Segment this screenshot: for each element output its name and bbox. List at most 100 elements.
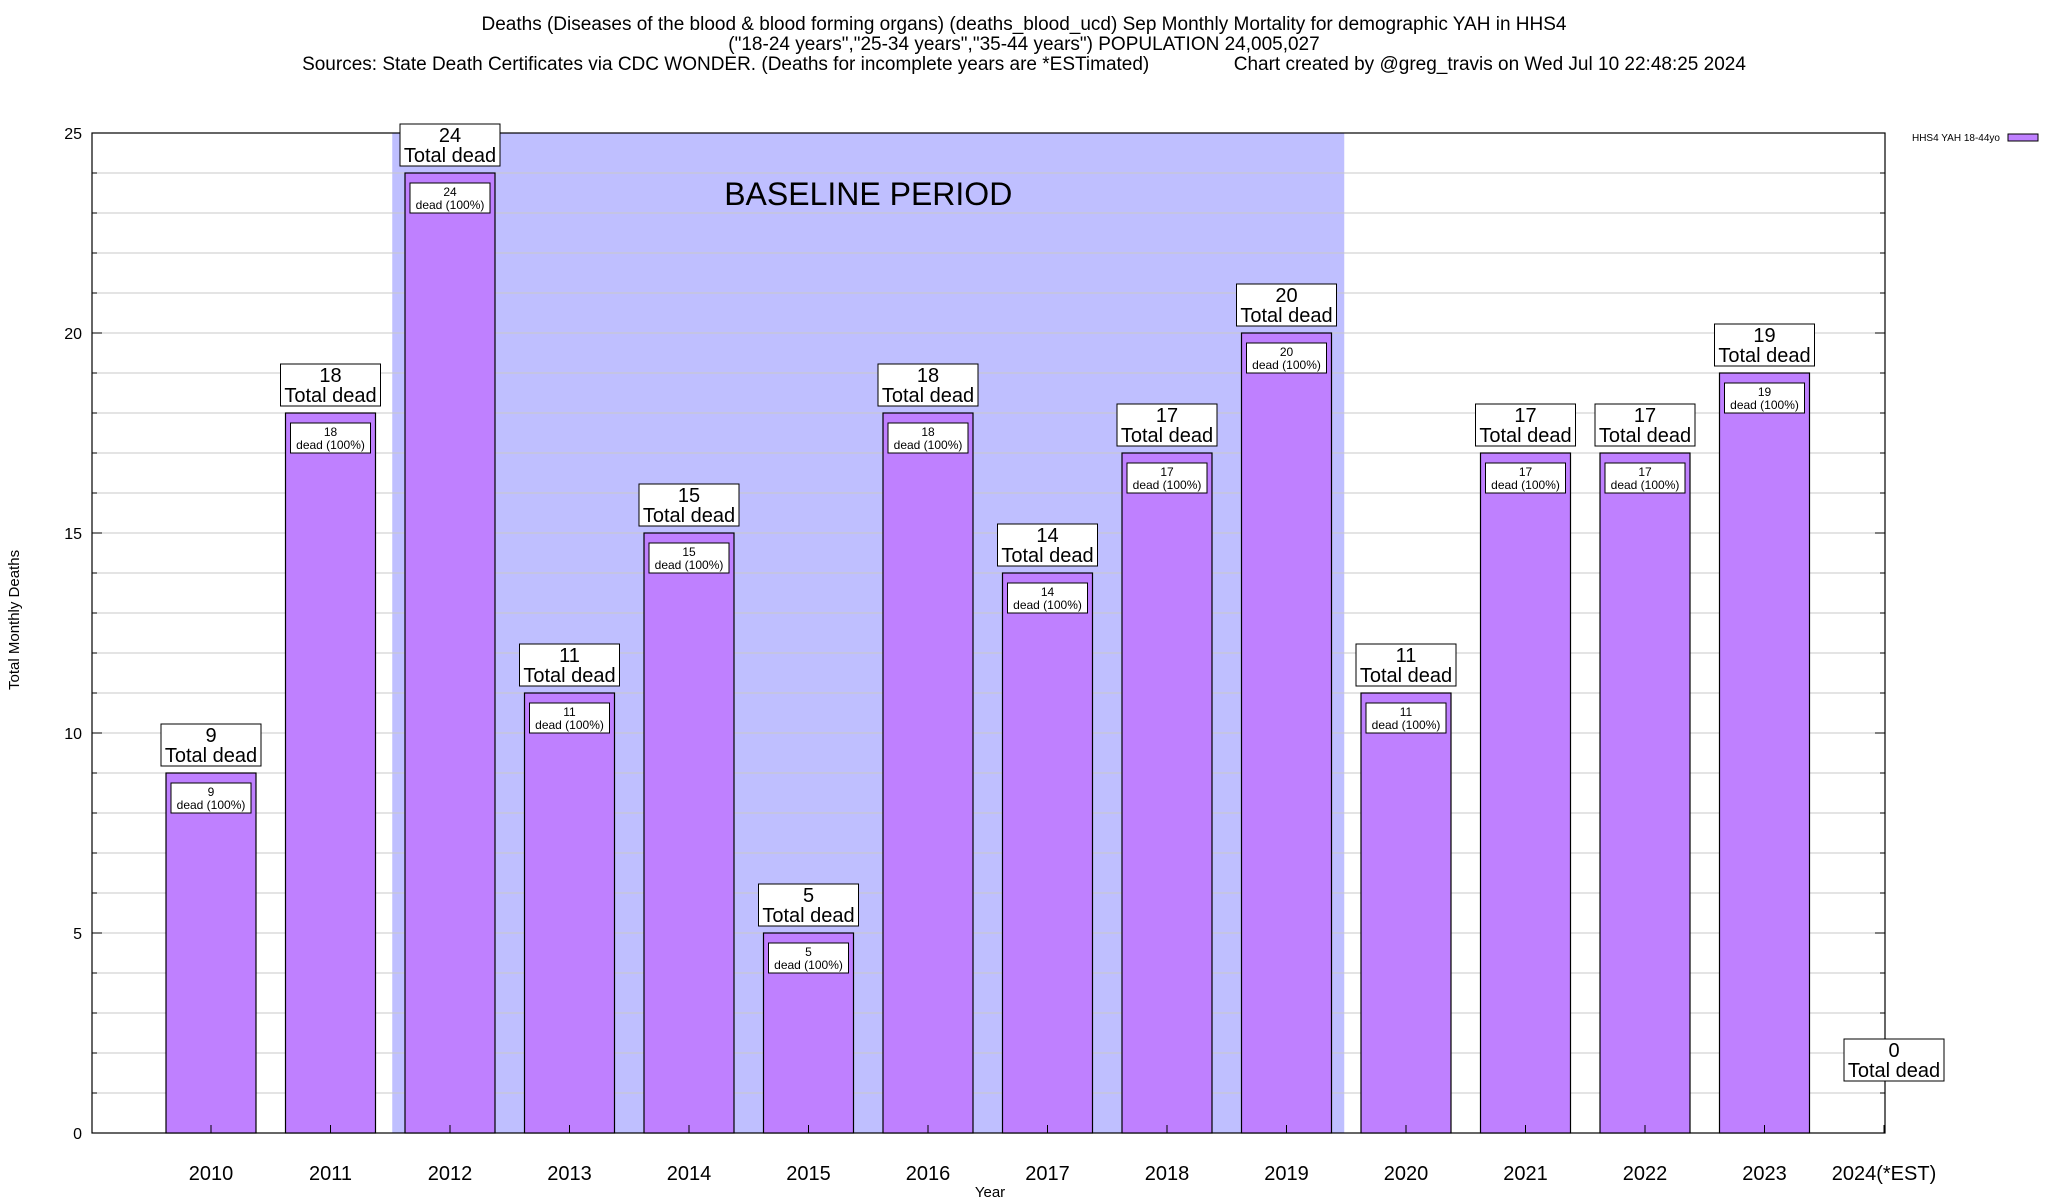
bar: [1360, 692, 1452, 1134]
y-tick-label: 5: [73, 926, 82, 943]
plot-frame: [91, 132, 1886, 1134]
x-tick-label: 2018: [1145, 1163, 1190, 1185]
total-dead-label: Total dead: [762, 905, 854, 927]
total-dead-label: Total dead: [1479, 425, 1571, 447]
chart-subtitle: ("18-24 years","25-34 years","35-44 year…: [728, 34, 1320, 55]
bar-label-box: [1246, 342, 1327, 374]
total-label-box: [399, 123, 501, 167]
x-tick-label: 2019: [1264, 1163, 1309, 1185]
legend-label: HHS4 YAH 18-44yo: [1912, 133, 2000, 144]
total-label-box: [1355, 643, 1457, 687]
total-value-label: 17: [1634, 405, 1656, 427]
x-tick-label: 2016: [906, 1163, 951, 1185]
y-tick-label: 20: [64, 326, 82, 343]
bar-dead-label: dead (100%): [416, 198, 485, 212]
bar: [1121, 452, 1213, 1134]
total-value-label: 15: [678, 485, 700, 507]
chart-sources: Sources: State Death Certificates via CD…: [302, 54, 1746, 75]
total-label-box: [638, 483, 740, 527]
bar: [1718, 372, 1811, 1134]
bar-dead-label: dead (100%): [296, 438, 365, 452]
total-dead-label: Total dead: [882, 385, 974, 407]
bar-value-label: 11: [1400, 705, 1413, 719]
bar-value-label: 18: [921, 425, 935, 439]
bar-dead-label: dead (100%): [1372, 718, 1441, 732]
bar-dead-label: dead (100%): [1013, 598, 1082, 612]
bar-label-box: [1365, 702, 1447, 734]
bar-label-box: [1724, 382, 1805, 414]
bar-dead-label: dead (100%): [1730, 398, 1799, 412]
bar-dead-label: dead (100%): [535, 718, 604, 732]
total-label-box: [758, 883, 859, 927]
bar-value-label: 17: [1160, 465, 1174, 479]
total-dead-label: Total dead: [1001, 545, 1093, 567]
x-tick-label: 2015: [786, 1163, 831, 1185]
bar-dead-label: dead (100%): [655, 558, 724, 572]
bar-dead-label: dead (100%): [1491, 478, 1560, 492]
bar-value-label: 9: [208, 785, 215, 799]
total-dead-label: Total dead: [643, 505, 735, 527]
bar: [404, 172, 496, 1134]
bar: [284, 412, 377, 1134]
y-tick-label: 0: [73, 1126, 82, 1143]
x-tick-label: 2020: [1384, 1163, 1429, 1185]
bar: [1599, 452, 1691, 1134]
total-label-box: [1116, 403, 1218, 447]
total-label-box: [997, 523, 1098, 567]
bar-label-box: [1485, 462, 1566, 494]
bar-value-label: 14: [1041, 585, 1055, 599]
total-value-label: 17: [1514, 405, 1536, 427]
total-dead-label: Total dead: [1599, 425, 1691, 447]
bar-dead-label: dead (100%): [894, 438, 963, 452]
bar-dead-label: dead (100%): [1133, 478, 1202, 492]
bar: [523, 692, 616, 1134]
total-dead-label: Total dead: [1848, 1060, 1940, 1082]
x-tick-label: 2017: [1025, 1163, 1070, 1185]
bar: [1479, 452, 1572, 1134]
total-value-label: 24: [439, 125, 461, 147]
bar-dead-label: dead (100%): [1252, 358, 1321, 372]
total-label-box: [160, 723, 262, 767]
bar-value-label: 24: [443, 185, 457, 199]
bar-label-box: [290, 422, 371, 454]
bar-value-label: 19: [1758, 385, 1772, 399]
total-label-box: [1475, 403, 1576, 447]
total-label-box: [280, 363, 381, 407]
bar-label-box: [529, 702, 610, 734]
total-dead-label: Total dead: [284, 385, 376, 407]
bar-label-box: [887, 422, 969, 454]
y-tick-label: 15: [64, 526, 82, 543]
bar: [165, 772, 257, 1134]
total-value-label: 19: [1753, 325, 1775, 347]
bar-value-label: 20: [1280, 345, 1294, 359]
bar-label-box: [1007, 582, 1088, 614]
x-tick-label: 2023: [1742, 1163, 1787, 1185]
bar-value-label: 15: [682, 545, 696, 559]
x-tick-label: 2014: [667, 1163, 712, 1185]
baseline-label: BASELINE PERIOD: [724, 176, 1012, 212]
total-dead-label: Total dead: [523, 665, 615, 687]
total-value-label: 20: [1275, 285, 1297, 307]
total-value-label: 11: [559, 645, 580, 667]
total-value-label: 18: [319, 365, 341, 387]
total-value-label: 18: [917, 365, 939, 387]
bar-value-label: 5: [805, 945, 812, 959]
total-value-label: 11: [1396, 645, 1417, 667]
total-value-label: 0: [1888, 1040, 1899, 1062]
bar: [643, 532, 735, 1134]
total-label-box: [1843, 1038, 1945, 1082]
x-tick-label: 2012: [428, 1163, 473, 1185]
bar-value-label: 11: [563, 705, 576, 719]
total-label-box: [519, 643, 620, 687]
bar: [882, 412, 974, 1134]
bar-label-box: [768, 942, 849, 974]
legend-swatch: [2007, 133, 2039, 142]
total-value-label: 17: [1156, 405, 1178, 427]
total-label-box: [877, 363, 979, 407]
total-dead-label: Total dead: [1360, 665, 1452, 687]
bar-value-label: 18: [324, 425, 338, 439]
total-value-label: 5: [803, 885, 814, 907]
bar-value-label: 17: [1638, 465, 1652, 479]
total-value-label: 9: [205, 725, 216, 747]
